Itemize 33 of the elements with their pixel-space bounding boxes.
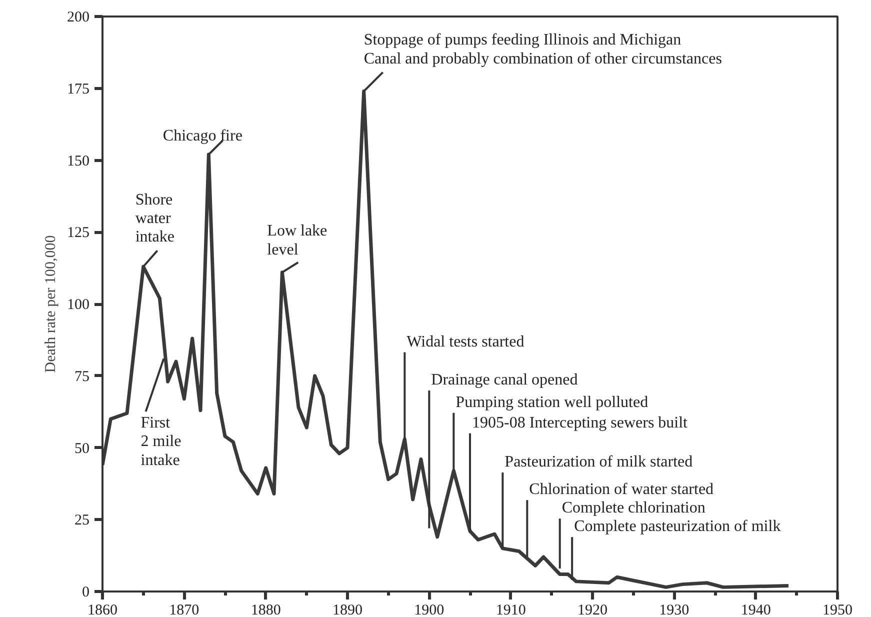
x-tick-label: 1860 (88, 602, 118, 617)
annotation: First 2 mile intake (140, 414, 182, 469)
annotation: Stoppage of pumps feeding Illinois and Michigan Canal and probably combination of other circumstances (364, 32, 722, 68)
x-tick-label: 1920 (578, 602, 608, 617)
annotation: Pasteurization of milk started (504, 454, 693, 471)
y-tick-label: 100 (67, 297, 90, 313)
annotation: Widal tests started (406, 333, 524, 350)
x-tick-label: 1900 (414, 602, 444, 617)
y-tick-label: 25 (74, 512, 90, 529)
x-tick-label: 1940 (740, 602, 771, 617)
annotation: Pumping station well polluted (456, 394, 648, 411)
y-tick-label: 75 (74, 368, 90, 385)
annotation: Low lake level (267, 222, 328, 258)
x-tick-label: 1880 (250, 602, 281, 617)
x-tick-label: 1890 (332, 602, 362, 617)
annotation: Chlorination of water started (529, 481, 714, 498)
y-tick-label: 175 (67, 81, 90, 98)
annotation: Drainage canal opened (431, 371, 578, 388)
annotation: Chicago fire (162, 128, 242, 145)
y-tick-label: 125 (67, 225, 90, 242)
x-tick-label: 1870 (169, 602, 200, 617)
y-tick-label: 0 (82, 584, 90, 600)
y-tick-label: 200 (67, 10, 90, 26)
y-tick-label: 150 (67, 153, 90, 170)
annotation: Complete chlorination (562, 500, 706, 517)
x-tick-label: 1950 (822, 602, 852, 617)
annotation: 1905-08 Intercepting sewers built (472, 414, 688, 432)
y-axis-title: Death rate per 100,000 (43, 235, 59, 373)
x-tick-label: 1930 (659, 602, 690, 617)
annotation: Shore water intake (135, 191, 174, 246)
x-tick-label: 1910 (496, 602, 526, 617)
y-tick-label: 50 (74, 440, 90, 457)
annotation: Complete pasteurization of milk (574, 518, 781, 536)
